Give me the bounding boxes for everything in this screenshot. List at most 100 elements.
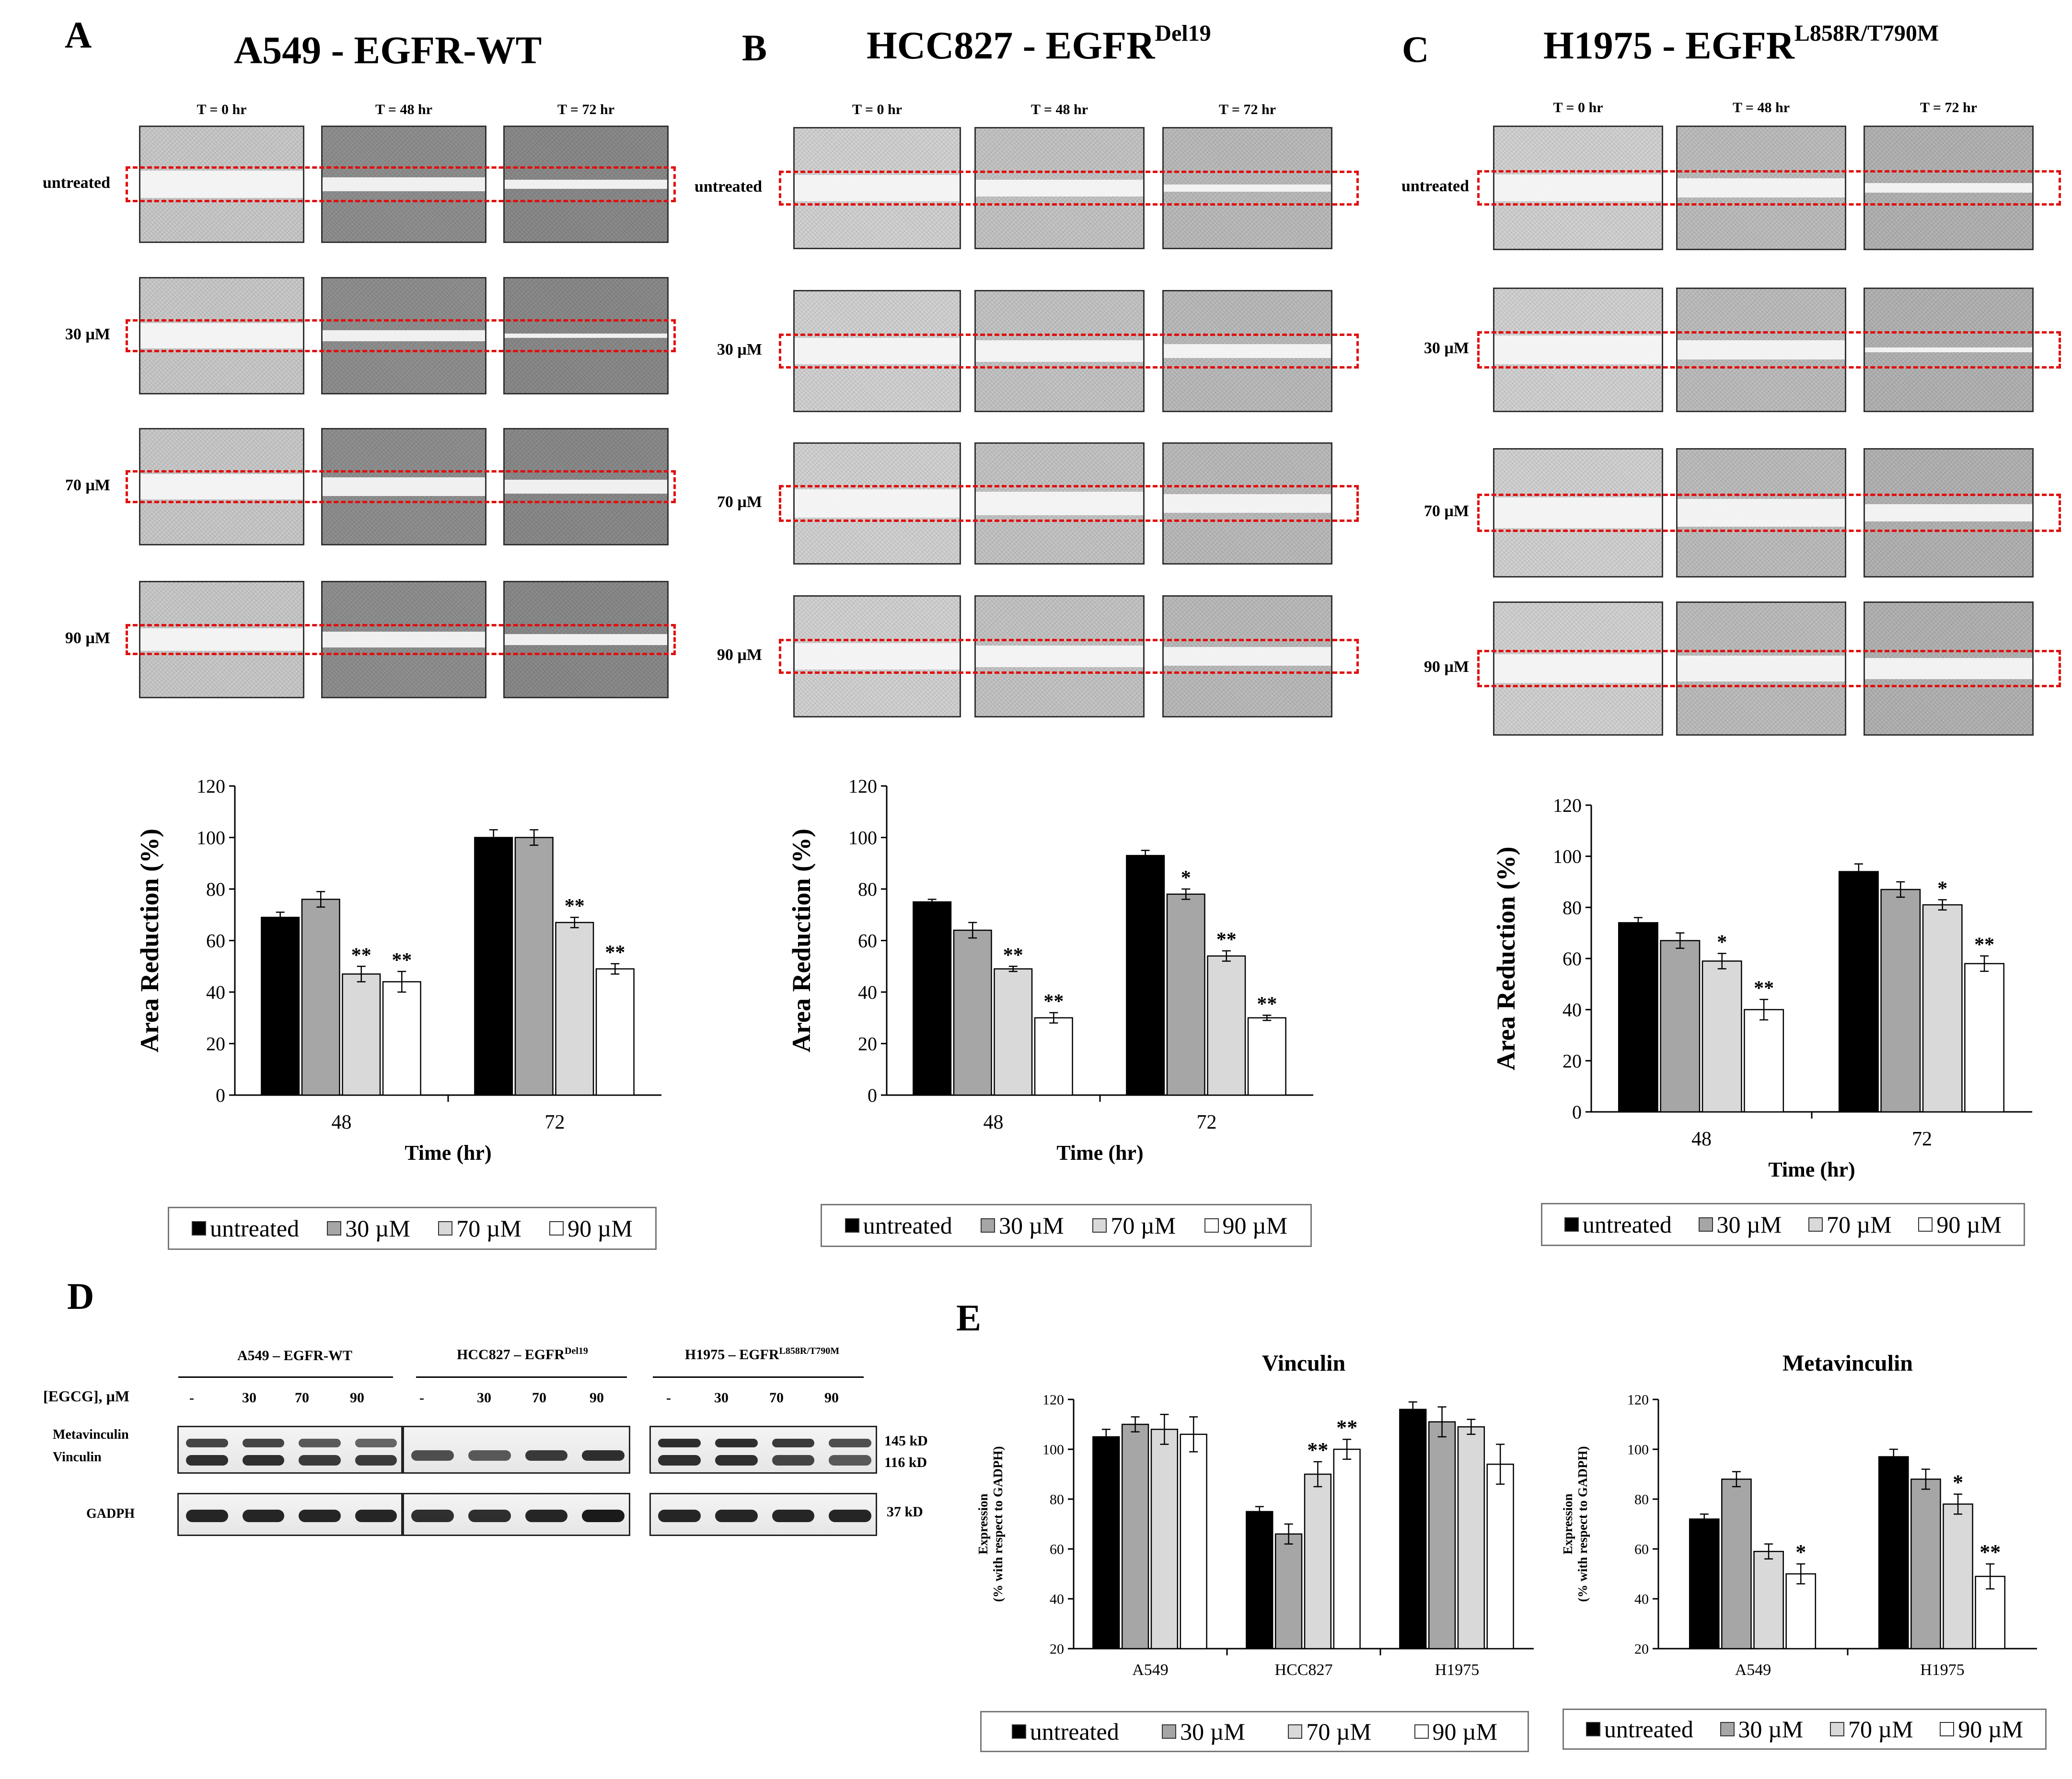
time-label: T = 0 hr xyxy=(1553,100,1603,116)
y-tick-label: 0 xyxy=(216,1085,225,1106)
significance-mark: ** xyxy=(1974,934,1994,956)
bar xyxy=(1247,1017,1286,1096)
bar xyxy=(1689,1518,1720,1650)
wb-band-vinculin xyxy=(186,1455,228,1466)
condition-label: 90 µM xyxy=(717,646,762,664)
chart-title: Vinculin xyxy=(1262,1351,1345,1376)
bar xyxy=(1922,904,1963,1113)
micrograph xyxy=(139,428,304,545)
scratch-region-outline xyxy=(1477,170,2061,206)
legend-swatch xyxy=(549,1221,564,1236)
bar xyxy=(1126,855,1165,1096)
legend-label: 70 µM xyxy=(1306,1718,1372,1745)
scratch-gap xyxy=(976,491,1143,516)
y-tick-label: 20 xyxy=(1050,1641,1064,1657)
x-category-label: A549 xyxy=(1132,1661,1169,1679)
wb-band-gadph xyxy=(715,1510,758,1522)
micrograph xyxy=(1676,601,1846,736)
significance-mark: ** xyxy=(1754,977,1774,999)
wb-band-vinculin xyxy=(242,1455,284,1466)
scratch-gap xyxy=(1865,347,2032,353)
legend-item: 90 µM xyxy=(1414,1718,1498,1745)
y-tick-label: 20 xyxy=(1634,1641,1649,1657)
wb-band-gadph xyxy=(525,1510,568,1522)
legend-swatch xyxy=(1288,1724,1303,1739)
y-tick-label: 100 xyxy=(1627,1442,1649,1458)
y-tick-label: 60 xyxy=(1563,948,1582,970)
significance-mark: ** xyxy=(1257,993,1277,1015)
y-axis-label: (% with respect to GADPH) xyxy=(991,1446,1005,1602)
y-tick-label: 20 xyxy=(858,1033,877,1055)
scratch-gap xyxy=(795,338,960,364)
bar xyxy=(913,901,952,1096)
scratch-gap xyxy=(976,340,1143,362)
scratch-gap xyxy=(505,179,667,189)
wb-band-vinculin xyxy=(658,1455,701,1466)
bar xyxy=(1121,1423,1149,1650)
bar xyxy=(1180,1433,1207,1650)
condition-label: 30 µM xyxy=(717,340,762,358)
legend-swatch xyxy=(1011,1724,1026,1739)
micrograph xyxy=(1162,595,1332,717)
legend-label: 30 µM xyxy=(1738,1716,1804,1743)
legend-swatch xyxy=(1829,1722,1844,1736)
wb-band-gadph xyxy=(411,1510,454,1522)
legend-label: untreated xyxy=(1030,1718,1119,1745)
panel-letter-c: C xyxy=(1402,28,1429,70)
legend-swatch xyxy=(1808,1217,1823,1232)
wb-band-vinculin xyxy=(715,1455,758,1466)
micrograph xyxy=(1676,288,1846,412)
scratch-region-outline xyxy=(779,334,1359,369)
scratch-region-outline xyxy=(1477,650,2061,687)
legend-swatch xyxy=(1162,1724,1177,1739)
scratch-gap xyxy=(505,480,667,494)
scratch-gap xyxy=(1678,498,1845,527)
bar xyxy=(1333,1448,1361,1650)
condition-label: 30 µM xyxy=(65,325,110,343)
scratch-gap xyxy=(1678,340,1845,360)
scratch-gap xyxy=(323,330,485,342)
wb-size-116: 116 kD xyxy=(884,1455,927,1470)
legend-label: 90 µM xyxy=(1432,1718,1498,1745)
wb-band-vinculin xyxy=(299,1455,341,1466)
wb-label-metavinculin: Metavinculin xyxy=(53,1427,129,1442)
scratch-region-outline xyxy=(1477,493,2061,532)
scratch-gap xyxy=(1164,344,1331,358)
scratch-gap xyxy=(795,175,960,201)
x-category-label: 72 xyxy=(1197,1111,1217,1133)
micrograph xyxy=(321,277,486,394)
micrograph xyxy=(974,595,1145,717)
time-label: T = 48 hr xyxy=(1030,102,1088,117)
chart-panel-b: 0 20 40 60 80 100 120 Area Reduction (%) ** ** 48 *… xyxy=(787,775,1313,1165)
wb-band-vinculin xyxy=(468,1450,511,1461)
condition-label: 90 µM xyxy=(1424,658,1469,676)
micrograph xyxy=(1162,290,1332,412)
wb-size-37: 37 kD xyxy=(887,1504,923,1520)
x-axis-label: Time (hr) xyxy=(1056,1141,1143,1165)
micrograph xyxy=(1162,127,1332,249)
micrograph xyxy=(503,126,669,243)
y-tick-label: 120 xyxy=(1627,1392,1649,1408)
condition-label: 90 µM xyxy=(65,629,110,647)
x-category-label: 48 xyxy=(332,1111,352,1133)
legend-item: 90 µM xyxy=(1918,1211,2002,1238)
panel-c-title: H1975 - EGFRL858R/T790M xyxy=(1543,21,1939,67)
y-tick-label: 40 xyxy=(1050,1592,1064,1607)
legend-swatch xyxy=(981,1218,995,1233)
wb-band-gadph xyxy=(242,1510,284,1522)
wb-dose-label: 90 xyxy=(824,1390,839,1406)
condition-label: untreated xyxy=(1401,177,1469,195)
micrograph xyxy=(1493,288,1663,412)
wb-band-metavinculin xyxy=(715,1439,758,1447)
x-category-label: 48 xyxy=(984,1111,1004,1133)
legend-label: 70 µM xyxy=(1826,1211,1892,1238)
micrograph xyxy=(974,290,1145,412)
legend-swatch xyxy=(192,1221,207,1236)
x-category-label: H1975 xyxy=(1435,1661,1480,1679)
micrograph xyxy=(1493,601,1663,736)
significance-mark: * xyxy=(1795,1540,1806,1564)
wb-dose-label: - xyxy=(189,1390,194,1406)
condition-label: untreated xyxy=(42,173,110,192)
micrograph xyxy=(793,127,961,249)
chart-title: Metavinculin xyxy=(1783,1351,1913,1376)
